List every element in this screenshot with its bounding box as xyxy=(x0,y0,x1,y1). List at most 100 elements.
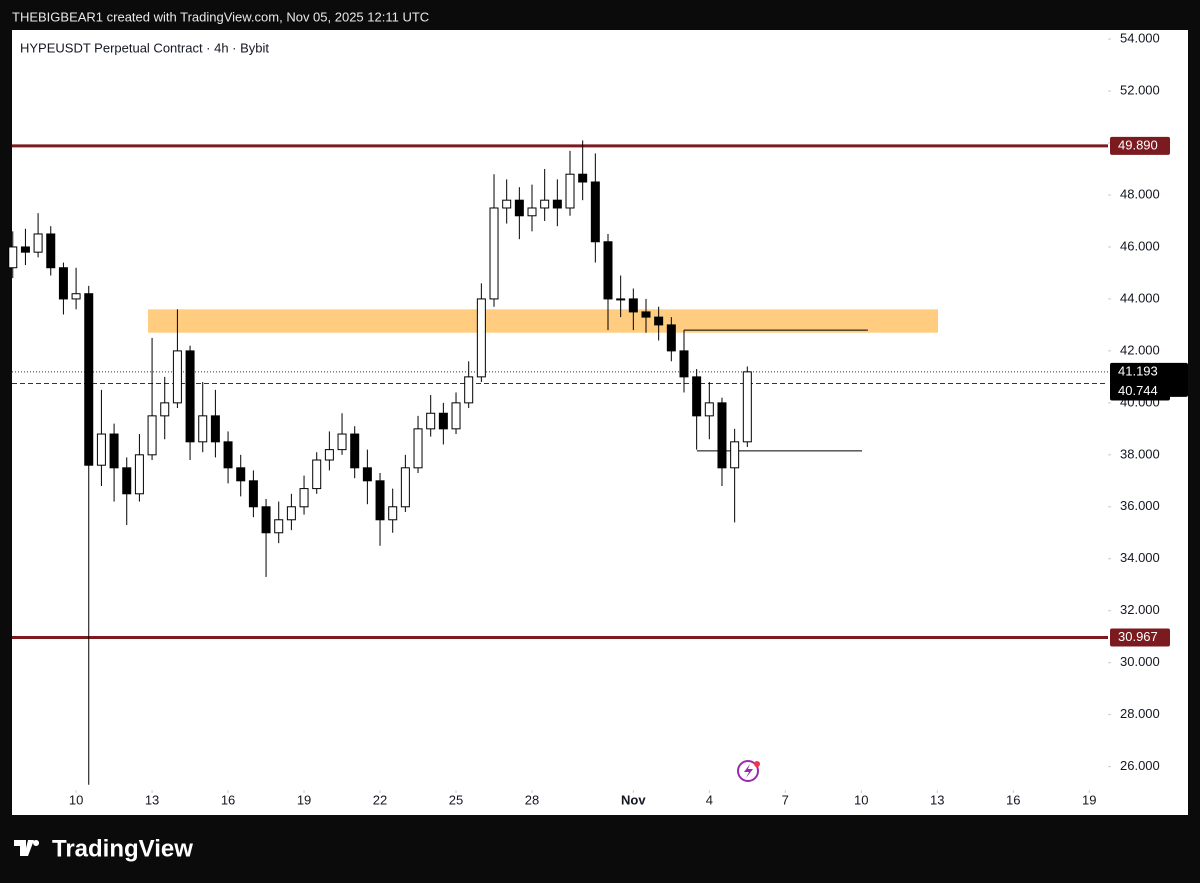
y-tick-label: 28.000 xyxy=(1120,706,1160,721)
candle-body xyxy=(704,402,714,417)
x-tick-label: 19 xyxy=(1082,792,1096,807)
candle-body xyxy=(147,415,157,456)
candle-body xyxy=(438,412,448,430)
candle-body xyxy=(122,467,132,495)
candle-body xyxy=(375,480,385,521)
y-tick-label: 34.000 xyxy=(1120,550,1160,565)
candle-body xyxy=(654,316,664,326)
candle-body xyxy=(603,241,613,300)
candle-body xyxy=(337,433,347,451)
brand: TradingView xyxy=(52,835,193,862)
candle-body xyxy=(451,402,461,430)
candle-body xyxy=(20,246,30,253)
x-tick-label: 19 xyxy=(297,792,311,807)
chart-title: HYPEUSDT Perpetual Contract · 4h · Bybit xyxy=(20,40,269,55)
last-price-label: 41.193 xyxy=(1118,363,1158,378)
y-tick-label: 52.000 xyxy=(1120,82,1160,97)
x-tick-label: 4 xyxy=(706,792,713,807)
dashed-label-bg xyxy=(1110,382,1170,401)
x-tick-label: 25 xyxy=(449,792,463,807)
y-tick-label: 32.000 xyxy=(1120,602,1160,617)
candle-body xyxy=(350,433,360,469)
chart-pane xyxy=(12,30,1188,815)
header-text: THEBIGBEAR1 created with TradingView.com… xyxy=(12,9,429,24)
candle-body xyxy=(324,449,334,461)
price-label-bg xyxy=(1110,136,1170,155)
candle-body xyxy=(286,506,296,521)
x-tick-label: 7 xyxy=(782,792,789,807)
candle-body xyxy=(616,298,626,301)
candle-body xyxy=(742,371,752,443)
candle-body xyxy=(514,199,524,217)
candle-body xyxy=(299,488,309,508)
candle-body xyxy=(223,441,233,469)
candle-body xyxy=(476,298,486,378)
candle-body xyxy=(413,428,423,469)
price-label: 30.967 xyxy=(1118,629,1158,644)
x-tick-label: 28 xyxy=(525,792,539,807)
y-tick-label: 46.000 xyxy=(1120,238,1160,253)
x-tick-label: 22 xyxy=(373,792,387,807)
x-tick-label: Nov xyxy=(621,792,646,807)
candle-body xyxy=(362,467,372,482)
price-label-bg xyxy=(1110,628,1170,647)
candle-body xyxy=(679,350,689,378)
candle-body xyxy=(210,415,220,443)
candle-body xyxy=(84,293,94,466)
candle-body xyxy=(71,293,81,300)
y-tick-label: 30.000 xyxy=(1120,654,1160,669)
candle-body xyxy=(666,324,676,352)
candle-body xyxy=(198,415,208,443)
candle-body xyxy=(160,402,170,417)
candle-body xyxy=(565,173,575,209)
x-tick-label: 16 xyxy=(1006,792,1020,807)
candle-body xyxy=(134,454,144,495)
candle-body xyxy=(8,246,18,269)
candle-body xyxy=(46,233,56,269)
x-tick-label: 13 xyxy=(145,792,159,807)
candle-body xyxy=(172,350,182,404)
x-tick-label: 10 xyxy=(854,792,868,807)
candle-body xyxy=(717,402,727,469)
candle-body xyxy=(552,199,562,209)
candle-body xyxy=(274,519,284,534)
y-tick-label: 42.000 xyxy=(1120,342,1160,357)
y-tick-label: 44.000 xyxy=(1120,290,1160,305)
candle-body xyxy=(388,506,398,521)
candle-body xyxy=(502,199,512,209)
candle-body xyxy=(578,173,588,183)
y-tick-label: 48.000 xyxy=(1120,186,1160,201)
y-tick-label: 36.000 xyxy=(1120,498,1160,513)
candle-body xyxy=(628,298,638,313)
candle-body xyxy=(185,350,195,443)
candle-body xyxy=(730,441,740,469)
candle-body xyxy=(400,467,410,508)
candle-body xyxy=(692,376,702,417)
candle-body xyxy=(96,433,106,466)
logo xyxy=(14,840,40,856)
x-tick-label: 13 xyxy=(930,792,944,807)
candle-body xyxy=(236,467,246,482)
x-tick-label: 10 xyxy=(69,792,83,807)
candle-body xyxy=(426,412,436,430)
candle-body xyxy=(33,233,43,253)
candle-body xyxy=(489,207,499,300)
candle-body xyxy=(248,480,258,508)
candle-body xyxy=(109,433,119,469)
y-tick-label: 38.000 xyxy=(1120,446,1160,461)
candle-body xyxy=(58,267,68,300)
alert-icon xyxy=(737,760,760,782)
candle-body xyxy=(527,207,537,217)
y-tick-label: 54.000 xyxy=(1120,31,1160,46)
candle-body xyxy=(540,199,550,209)
price-label: 49.890 xyxy=(1118,137,1158,152)
candle-body xyxy=(590,181,600,243)
candle-body xyxy=(261,506,271,534)
x-tick-label: 16 xyxy=(221,792,235,807)
candle-body xyxy=(464,376,474,404)
y-tick-label: 26.000 xyxy=(1120,758,1160,773)
dashed-label: 40.744 xyxy=(1118,383,1158,398)
zone xyxy=(148,309,939,333)
